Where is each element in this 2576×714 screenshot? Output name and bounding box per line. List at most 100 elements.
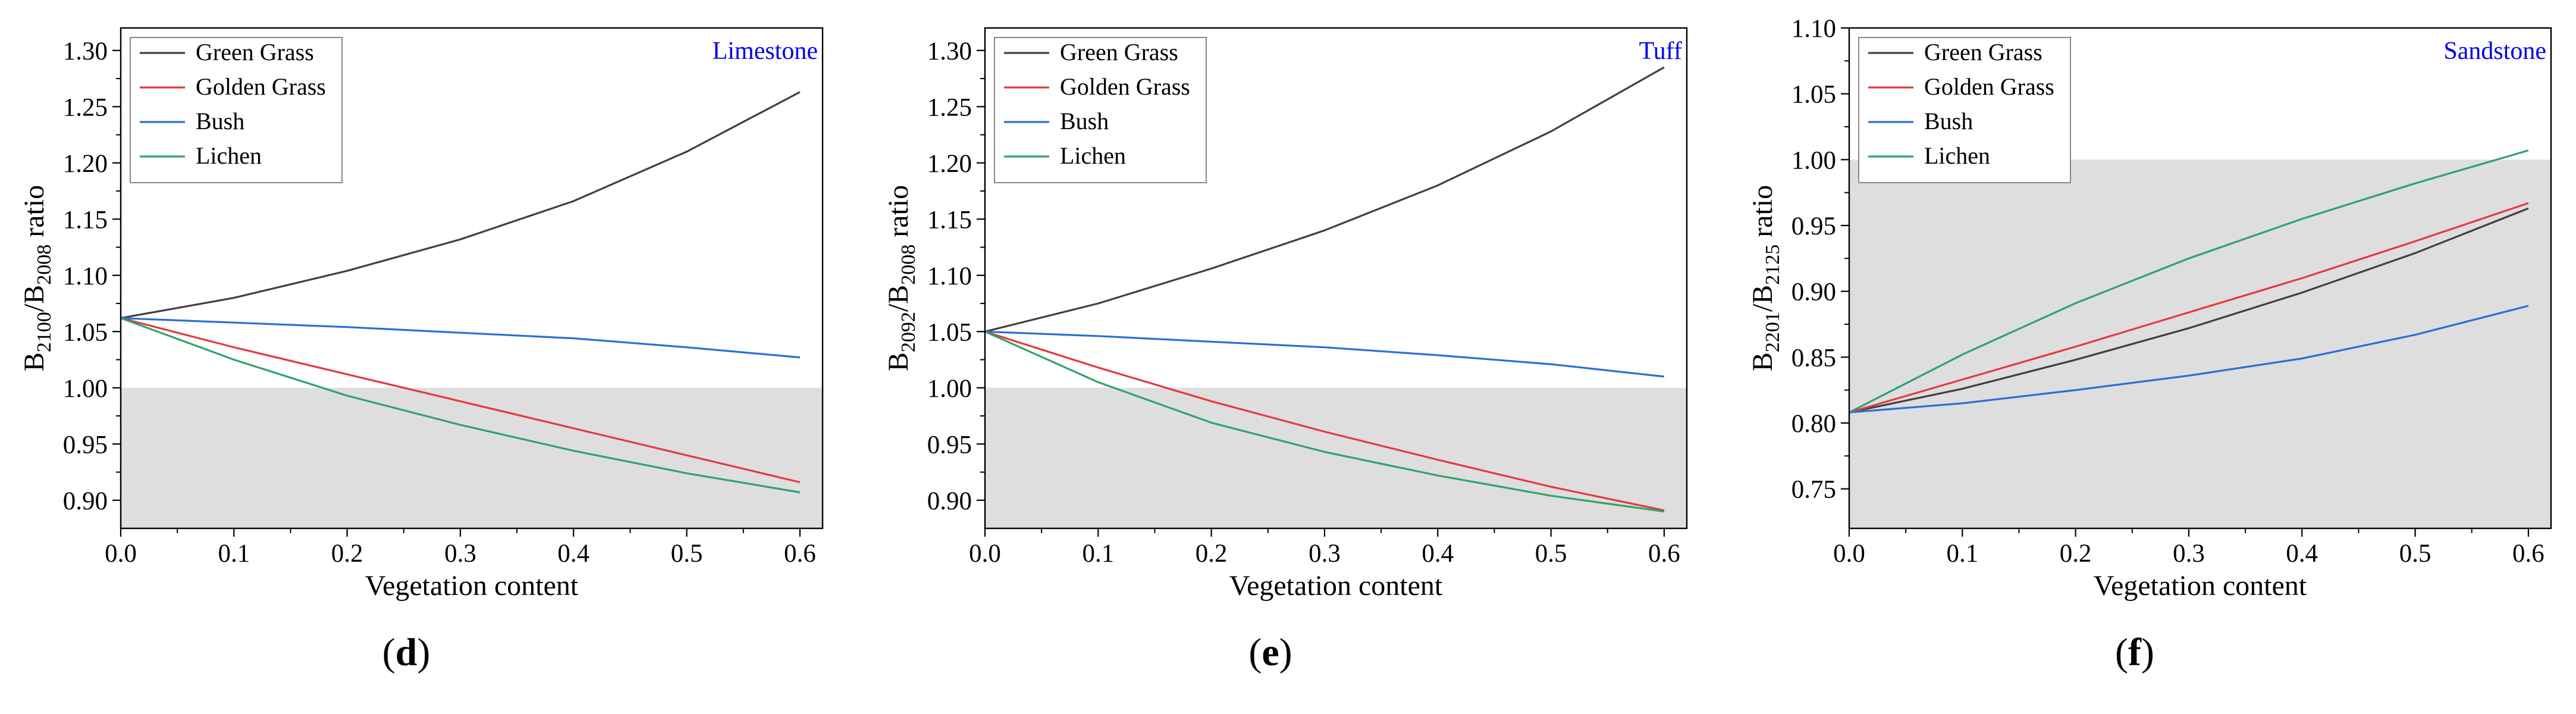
legend-label: Golden Grass [1924, 73, 2054, 100]
legend-label: Golden Grass [1060, 73, 1190, 100]
y-tick-label: 1.30 [63, 37, 108, 65]
x-axis-title: Vegetation content [1229, 570, 1443, 602]
series-line-lichen [120, 317, 801, 494]
series-line-bush [120, 317, 801, 359]
series-line-lichen [984, 330, 1665, 513]
y-axis-title-part: B [1747, 352, 1778, 371]
x-tick-label: 0.1 [218, 540, 250, 568]
series-line-lichen [1849, 149, 2529, 414]
y-axis-title-part: B [18, 352, 50, 371]
x-axis-title: Vegetation content [365, 570, 579, 602]
legend-label: Green Grass [1060, 39, 1178, 65]
panel-caption-paren: ( [2115, 631, 2128, 674]
y-tick-label: 1.05 [63, 318, 108, 346]
y-tick-label: 1.00 [63, 375, 108, 403]
shaded-region [985, 387, 1687, 528]
axes-frame [984, 27, 1688, 530]
panel-caption: (f) [2115, 631, 2154, 674]
y-tick-label: 0.90 [1791, 278, 1836, 306]
y-tick-label: 1.10 [927, 262, 972, 290]
y-axis-title-part: ratio [1747, 185, 1778, 245]
corner-label: Sandstone [2443, 37, 2546, 65]
shaded-region [121, 387, 823, 528]
y-tick-label: 1.05 [927, 318, 972, 346]
x-tick-label: 0.0 [969, 540, 1001, 568]
y-tick-label: 0.80 [1791, 410, 1836, 438]
x-tick-label: 0.3 [444, 540, 476, 568]
y-tick-label: 0.90 [927, 487, 972, 515]
series-line-green-grass [1849, 207, 2529, 414]
legend-label: Golden Grass [196, 73, 326, 100]
y-axis-title-subscript: 2092 [898, 312, 920, 352]
y-tick-label: 0.90 [63, 487, 108, 515]
y-axis-title-subscript: 2201 [1762, 312, 1784, 352]
y-tick-label: 1.25 [63, 93, 108, 121]
y-axis-title: B2100/B2008 ratio [18, 185, 55, 371]
y-tick-label: 0.95 [927, 431, 972, 459]
series-line-bush [1849, 305, 2529, 414]
x-tick-label: 0.5 [671, 540, 703, 568]
y-axis-title-subscript: 2008 [898, 245, 920, 285]
legend-label: Bush [1924, 108, 1973, 134]
y-tick-label: 1.30 [927, 37, 972, 65]
x-tick-label: 0.5 [1535, 540, 1567, 568]
panel-caption-paren: ) [1279, 631, 1292, 674]
legend-label: Bush [1060, 108, 1109, 134]
x-tick-label: 0.1 [1946, 540, 1978, 568]
legend-label: Green Grass [196, 39, 314, 65]
axes-frame [120, 27, 824, 530]
x-tick-label: 0.4 [2286, 540, 2318, 568]
x-tick-label: 0.6 [2512, 540, 2544, 568]
panel-caption: (d) [382, 631, 431, 674]
series-line-green-grass [120, 91, 801, 320]
legend-label: Lichen [1060, 142, 1126, 169]
corner-label: Limestone [713, 37, 818, 65]
chart-panel-f: 0.0 0.1 0.2 0.3 0.4 0.5 0.6 0.75 0.80 0.85 0.90 0.9… [1747, 15, 2552, 602]
y-axis-title-part: ratio [883, 185, 914, 245]
y-tick-label: 1.20 [927, 150, 972, 178]
y-tick-label: 1.10 [63, 262, 108, 290]
legend-box [130, 37, 343, 183]
series-line-golden-grass [120, 317, 801, 484]
series-line-bush [984, 330, 1665, 378]
panel-caption-letter: f [2128, 631, 2142, 674]
legend-label: Lichen [1924, 142, 1990, 169]
y-tick-label: 1.20 [63, 150, 108, 178]
x-tick-label: 0.1 [1082, 540, 1114, 568]
x-tick-label: 0.2 [331, 540, 363, 568]
y-axis-title-subscript: 2100 [33, 312, 55, 352]
y-axis-title: B2201/B2125 ratio [1747, 185, 1784, 371]
y-tick-label: 1.00 [927, 375, 972, 403]
panel-caption: (e) [1248, 631, 1292, 674]
panel-caption-letter: d [396, 631, 418, 674]
legend-box [994, 37, 1207, 183]
y-axis-title-subscript: 2008 [33, 245, 55, 285]
y-tick-label: 1.05 [1791, 81, 1836, 109]
y-axis-title-part: B [883, 352, 914, 371]
y-axis-title-subscript: 2125 [1762, 245, 1784, 285]
y-tick-label: 1.00 [1791, 146, 1836, 174]
x-axis-title: Vegetation content [2094, 570, 2307, 602]
x-tick-label: 0.4 [557, 540, 589, 568]
y-tick-label: 0.95 [63, 431, 108, 459]
y-tick-label: 0.85 [1791, 344, 1836, 372]
axes-frame [1848, 27, 2552, 530]
panel-caption-paren: ) [2141, 631, 2154, 674]
y-tick-label: 1.15 [927, 206, 972, 234]
y-axis-title-part: ratio [18, 185, 50, 245]
shaded-region [1849, 159, 2551, 528]
x-tick-label: 0.2 [1196, 540, 1228, 568]
x-tick-label: 0.3 [2173, 540, 2205, 568]
x-tick-label: 0.0 [105, 540, 137, 568]
panel-caption-paren: ( [1248, 631, 1262, 674]
y-axis-title: B2092/B2008 ratio [883, 185, 920, 371]
y-tick-label: 1.10 [1791, 15, 1836, 43]
y-tick-label: 0.95 [1791, 212, 1836, 240]
y-axis-title-part: /B [18, 285, 50, 312]
series-line-golden-grass [1849, 202, 2529, 414]
x-tick-label: 0.5 [2399, 540, 2431, 568]
x-tick-label: 0.2 [2060, 540, 2092, 568]
legend-label: Green Grass [1924, 39, 2042, 65]
chart-panel-e: 0.0 0.1 0.2 0.3 0.4 0.5 0.6 0.90 0.95 1.00 1.05 1.1… [883, 27, 1688, 602]
